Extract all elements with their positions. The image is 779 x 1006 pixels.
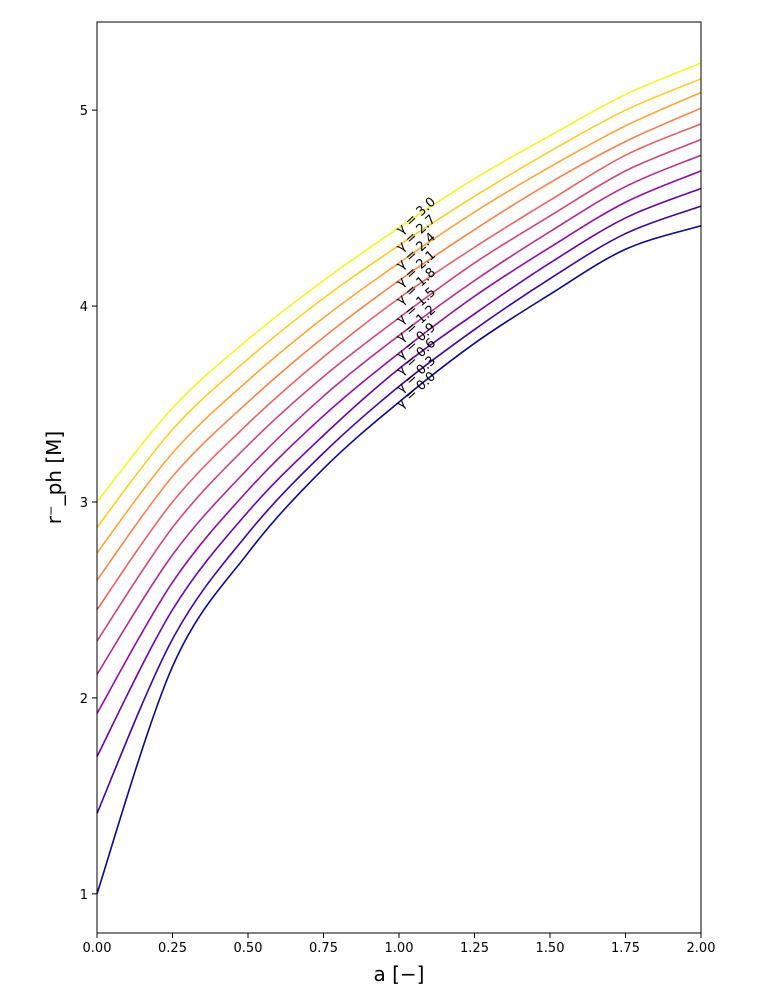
series-line-7 xyxy=(96,107,702,581)
series-line-0 xyxy=(96,224,702,895)
y-tick-label: 2 xyxy=(80,692,88,707)
y-tick-label: 1 xyxy=(80,888,88,903)
series-line-8 xyxy=(96,91,702,554)
x-tick-label: 0.75 xyxy=(309,941,338,956)
series-line-2 xyxy=(96,187,702,758)
curves xyxy=(96,62,702,895)
y-tick-label: 3 xyxy=(80,496,88,511)
x-tick-label: 1.75 xyxy=(611,941,640,956)
x-tick-label: 1.50 xyxy=(536,941,565,956)
x-tick-label: 2.00 xyxy=(687,941,716,956)
x-tick-label: 1.00 xyxy=(385,941,414,956)
series-line-10 xyxy=(96,62,702,503)
x-tick-label: 0.25 xyxy=(158,941,187,956)
y-axis-label: r⁻_ph [M] xyxy=(42,431,66,524)
y-tick-label: 4 xyxy=(80,300,88,315)
x-axis: 0.00 0.25 0.50 0.75 1.00 1.25 1.50 1.75 2.00 xyxy=(83,933,716,956)
x-tick-label: 1.25 xyxy=(460,941,489,956)
series-line-3 xyxy=(96,170,702,714)
y-axis: 1 2 3 4 5 xyxy=(80,104,97,903)
series-line-6 xyxy=(96,123,702,611)
series-line-5 xyxy=(96,138,702,642)
x-tick-label: 0.50 xyxy=(234,941,263,956)
series-line-9 xyxy=(96,78,702,528)
x-axis-label: a [−] xyxy=(374,962,425,986)
y-tick-label: 5 xyxy=(80,104,88,119)
series-line-4 xyxy=(96,154,702,675)
x-tick-label: 0.00 xyxy=(83,941,112,956)
series-line-1 xyxy=(96,205,702,814)
